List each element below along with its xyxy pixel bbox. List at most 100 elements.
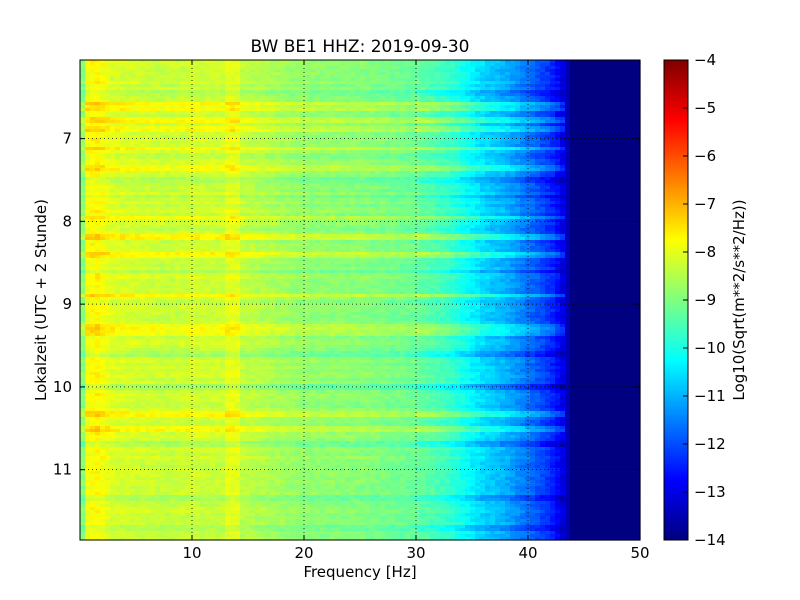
spectrogram-cell [585,90,591,94]
spectrogram-cell [220,84,226,88]
spectrogram-cell [575,63,581,67]
spectrogram-cell [290,75,296,79]
spectrogram-cell [190,60,196,64]
spectrogram-cell [335,99,341,103]
spectrogram-cell [125,87,131,91]
spectrogram-cell [225,81,231,85]
spectrogram-cell [155,93,161,97]
spectrogram-cell [260,63,266,67]
spectrogram-cell [145,78,151,82]
spectrogram-cell [80,99,86,103]
spectrogram-cell [320,84,326,88]
spectrogram-cell [325,99,331,103]
spectrogram-cell [90,93,96,97]
spectrogram-cell [515,96,521,100]
spectrogram-cell [425,84,431,88]
spectrogram-cell [340,63,346,67]
spectrogram-cell [160,96,166,100]
spectrogram-cell [415,90,421,94]
spectrogram-cell [470,72,476,76]
spectrogram-cell [215,63,221,67]
spectrogram-cell [260,87,266,91]
spectrogram-cell [520,84,526,88]
spectrogram-cell [110,81,116,85]
spectrogram-cell [365,84,371,88]
spectrogram-cell [315,60,321,64]
spectrogram-cell [445,75,451,79]
spectrogram-cell [505,93,511,97]
spectrogram-cell [620,99,626,103]
spectrogram-cell [600,75,606,79]
spectrogram-cell [410,60,416,64]
spectrogram-cell [375,84,381,88]
spectrogram-cell [315,75,321,79]
spectrogram-cell [395,63,401,67]
spectrogram-cell [420,66,426,70]
spectrogram-cell [600,84,606,88]
spectrogram-cell [250,96,256,100]
spectrogram-cell [335,87,341,91]
spectrogram-cell [80,84,86,88]
spectrogram-cell [290,69,296,73]
spectrogram-cell [315,69,321,73]
spectrogram-cell [630,84,636,88]
spectrogram-cell [270,81,276,85]
spectrogram-cell [610,63,616,67]
spectrogram-cell [320,60,326,64]
spectrogram-cell [445,72,451,76]
spectrogram-cell [410,78,416,82]
spectrogram-cell [270,84,276,88]
spectrogram-cell [380,69,386,73]
spectrogram-cell [450,93,456,97]
spectrogram-cell [150,102,156,106]
spectrogram-cell [620,78,626,82]
spectrogram-cell [245,63,251,67]
spectrogram-cell [360,75,366,79]
spectrogram-cell [380,60,386,64]
spectrogram-cell [520,93,526,97]
spectrogram-cell [330,90,336,94]
spectrogram-cell [360,78,366,82]
spectrogram-cell [175,93,181,97]
spectrogram-cell [305,84,311,88]
spectrogram-cell [595,96,601,100]
spectrogram-cell [310,72,316,76]
spectrogram-cell [85,60,91,64]
spectrogram-cell [470,66,476,70]
spectrogram-cell [500,69,506,73]
spectrogram-cell [100,99,106,103]
spectrogram-cell [130,93,136,97]
spectrogram-cell [635,93,641,97]
spectrogram-cell [170,96,176,100]
spectrogram-cell [175,69,181,73]
spectrogram-cell [190,99,196,103]
spectrogram-cell [100,78,106,82]
spectrogram-cell [220,87,226,91]
spectrogram-cell [135,93,141,97]
spectrogram-cell [335,69,341,73]
spectrogram-cell [220,69,226,73]
spectrogram-cell [610,96,616,100]
spectrogram-cell [415,72,421,76]
spectrogram-cell [350,96,356,100]
spectrogram-cell [450,60,456,64]
spectrogram-cell [565,96,571,100]
spectrogram-cell [325,63,331,67]
spectrogram-cell [370,81,376,85]
spectrogram-cell [300,75,306,79]
spectrogram-cell [285,72,291,76]
spectrogram-cell [585,99,591,103]
spectrogram-cell [95,63,101,67]
spectrogram-cell [135,66,141,70]
spectrogram-cell [325,87,331,91]
spectrogram-cell [570,63,576,67]
spectrogram-cell [525,78,531,82]
spectrogram-cell [595,90,601,94]
spectrogram-cell [560,60,566,64]
spectrogram-cell [585,78,591,82]
spectrogram-cell [210,99,216,103]
spectrogram-cell [125,72,131,76]
spectrogram-cell [155,78,161,82]
spectrogram-cell [130,90,136,94]
spectrogram-cell [425,96,431,100]
